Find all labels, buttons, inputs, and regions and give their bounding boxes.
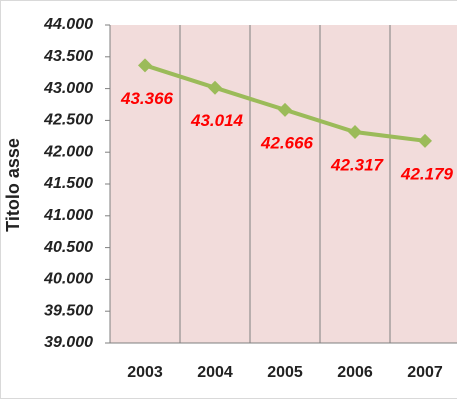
y-tick-label: 43.000: [43, 80, 93, 97]
x-tick-label: 2005: [267, 364, 303, 381]
marker: [348, 125, 362, 140]
x-tick-label: 2006: [337, 364, 373, 381]
data-label: 42.179: [400, 164, 454, 183]
y-tick-label: 40.500: [43, 239, 93, 256]
y-tick-label: 40.000: [43, 271, 93, 288]
data-label: 43.366: [120, 89, 174, 108]
marker: [208, 80, 222, 95]
data-label: 42.666: [260, 133, 314, 152]
plot-area: [110, 25, 457, 343]
marker: [278, 102, 292, 117]
y-tick-label: 44.000: [43, 16, 93, 33]
x-tick-label: 2004: [197, 364, 233, 381]
x-tick-label: 2007: [407, 364, 443, 381]
data-label: 43.014: [190, 111, 244, 130]
y-tick-label: 42.500: [43, 112, 93, 129]
y-tick-label: 41.500: [43, 175, 93, 192]
y-tick-label: 39.500: [44, 302, 93, 319]
y-axis-label: Titolo asse: [3, 138, 23, 232]
y-tick-label: 39.000: [44, 334, 93, 351]
marker: [418, 133, 432, 148]
marker: [138, 58, 152, 73]
y-tick-label: 41.000: [43, 207, 93, 224]
data-label: 42.317: [330, 156, 385, 175]
x-tick-label: 2003: [127, 364, 163, 381]
y-tick-label: 42.000: [43, 143, 93, 160]
y-tick-label: 43.500: [43, 48, 93, 65]
